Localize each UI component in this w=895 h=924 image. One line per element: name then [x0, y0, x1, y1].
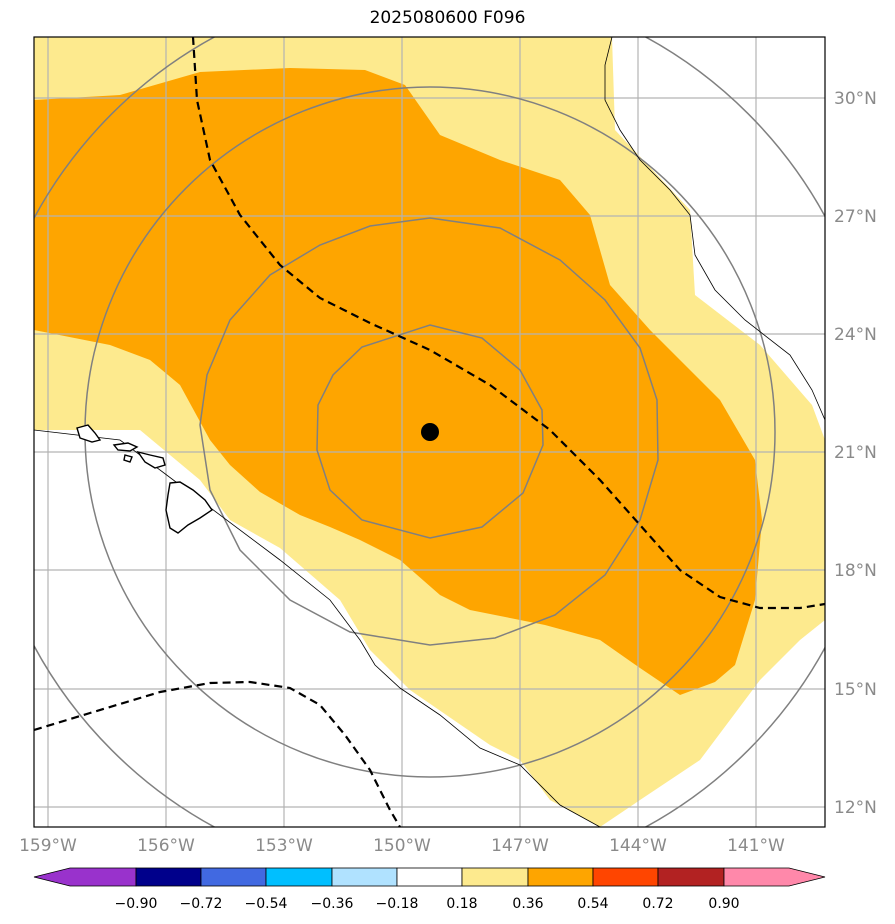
colorbar-swatch: [200, 867, 267, 887]
colorbar-swatch: [657, 867, 725, 887]
colorbar-extend-high: [723, 867, 826, 887]
dashed-contour-1: [191, 37, 825, 610]
lat-label: 18°N: [834, 561, 877, 581]
lat-labels: 30°N 27°N 24°N 21°N 18°N 15°N 12°N: [834, 89, 877, 818]
colorbar-label: −0.72: [180, 896, 223, 912]
lat-label: 24°N: [834, 325, 877, 345]
colorbar-label: 0.36: [512, 896, 543, 912]
colorbar-swatch: [265, 867, 333, 887]
lat-label: 30°N: [834, 89, 877, 109]
colorbar-label: −0.54: [245, 896, 288, 912]
map-title: 2025080600 F096: [369, 8, 526, 28]
colorbar-swatch: [527, 867, 594, 887]
colorbar-labels: −0.90 −0.72 −0.54 −0.36 −0.18 0.18 0.36 …: [115, 896, 740, 912]
lon-label: 150°W: [373, 836, 431, 856]
graticule: [34, 37, 825, 827]
lon-label: 147°W: [491, 836, 549, 856]
lat-label: 27°N: [834, 207, 877, 227]
island-molokai: [123, 454, 133, 463]
colorbar-swatch: [396, 867, 463, 887]
colorbar-label: −0.36: [311, 896, 354, 912]
colorbar-label: 0.72: [642, 896, 673, 912]
range-ring-2: [199, 217, 659, 646]
lon-label: 141°W: [727, 836, 785, 856]
lon-label: 156°W: [137, 836, 195, 856]
dashed-contours: [34, 37, 825, 827]
colorbar-swatch: [461, 867, 529, 887]
lon-labels: 159°W 156°W 153°W 150°W 147°W 144°W 141°…: [19, 836, 785, 856]
island-maui: [136, 450, 166, 469]
colorbar-swatch: [135, 867, 202, 887]
island-oahu: [112, 442, 139, 452]
island-kauai: [76, 424, 102, 443]
lon-label: 159°W: [19, 836, 77, 856]
colorbar-label: 0.18: [446, 896, 477, 912]
colorbar: [33, 867, 826, 887]
lon-label: 144°W: [609, 836, 667, 856]
dashed-contour-2: [34, 680, 401, 827]
map-panel: [34, 37, 825, 827]
hawaiian-islands: [76, 424, 213, 534]
colorbar-label: 0.90: [708, 896, 739, 912]
island-big-island: [165, 481, 213, 534]
colorbar-label: −0.90: [115, 896, 158, 912]
lat-label: 15°N: [834, 680, 877, 700]
colorbar-label: −0.18: [376, 896, 419, 912]
storm-center-marker: [421, 423, 439, 441]
lon-label: 153°W: [255, 836, 313, 856]
map-frame: [33, 36, 826, 828]
lat-label: 12°N: [834, 798, 877, 818]
shading-orange: [34, 68, 762, 695]
colorbar-label: 0.54: [577, 896, 608, 912]
lat-label: 21°N: [834, 443, 877, 463]
range-ring-1: [316, 324, 544, 539]
colorbar-swatch: [331, 867, 398, 887]
colorbar-swatch: [592, 867, 659, 887]
colorbar-extend-low: [33, 867, 137, 887]
